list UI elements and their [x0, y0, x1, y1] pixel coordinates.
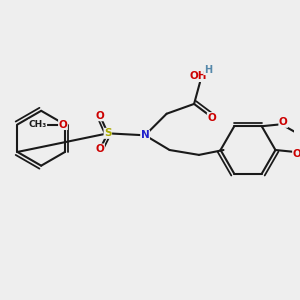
- Text: O: O: [58, 119, 68, 130]
- Text: O: O: [96, 111, 104, 121]
- Text: O: O: [96, 144, 104, 154]
- Text: O: O: [207, 113, 216, 123]
- Text: H: H: [204, 64, 212, 75]
- Text: O: O: [279, 117, 288, 127]
- Text: CH₃: CH₃: [28, 120, 46, 129]
- Text: N: N: [141, 130, 149, 140]
- Text: S: S: [104, 128, 112, 138]
- Text: OH: OH: [189, 71, 207, 82]
- Text: O: O: [292, 149, 300, 159]
